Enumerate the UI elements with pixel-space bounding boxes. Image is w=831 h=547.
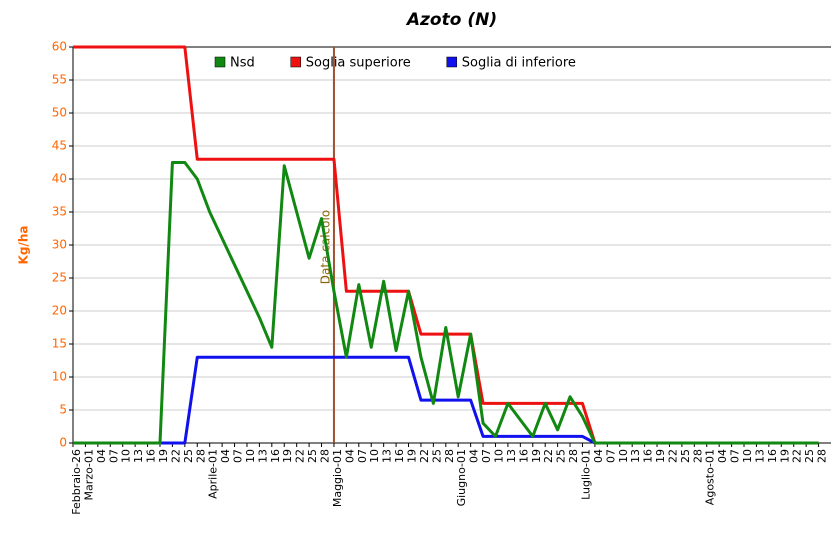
x-tick-label: 04 [592, 449, 605, 463]
x-tick-label: 16 [642, 449, 655, 463]
x-tick-label: Agosto-01 [704, 449, 717, 505]
y-axis-label: Kg/ha [17, 226, 31, 265]
legend-swatch [446, 56, 458, 68]
x-tick-label: 04 [716, 449, 729, 463]
x-tick-label: 22 [169, 449, 182, 463]
x-tick-label: 25 [306, 449, 319, 463]
y-tick-label: 40 [52, 172, 67, 186]
x-tick-label: Luglio-01 [579, 449, 592, 500]
y-tick-label: 25 [52, 271, 67, 285]
x-tick-label: 13 [505, 449, 518, 463]
y-tick-label: 30 [52, 238, 67, 252]
x-tick-label: 19 [406, 449, 419, 463]
x-tick-label: 10 [368, 449, 381, 463]
x-tick-label: 07 [232, 449, 245, 463]
x-tick-label: 19 [654, 449, 667, 463]
x-tick-label: 28 [816, 449, 829, 463]
x-tick-label: 16 [517, 449, 530, 463]
x-tick-label: 13 [753, 449, 766, 463]
x-tick-label: Aprile-01 [207, 449, 220, 499]
x-tick-label: 28 [567, 449, 580, 463]
series-line [73, 161, 819, 445]
x-tick-label: Giugno-01 [455, 449, 468, 506]
x-tick-label: 07 [729, 449, 742, 463]
x-tick-label: 10 [492, 449, 505, 463]
y-tick-label: 20 [52, 304, 67, 318]
series-line [73, 355, 819, 445]
chart-title: Azoto (N) [405, 10, 497, 30]
x-tick-label: 13 [629, 449, 642, 463]
y-tick-label: 35 [52, 205, 67, 219]
y-tick-label: 45 [52, 139, 67, 153]
x-tick-label: 28 [691, 449, 704, 463]
x-tick-label: 28 [194, 449, 207, 463]
y-tick-label: 15 [52, 337, 67, 351]
x-tick-label: 16 [766, 449, 779, 463]
x-tick-label: 13 [132, 449, 145, 463]
x-tick-label: Maggio-01 [331, 449, 344, 507]
x-tick-label: 10 [244, 449, 257, 463]
x-tick-label: 19 [778, 449, 791, 463]
x-tick-label: 22 [418, 449, 431, 463]
x-tick-label: 16 [145, 449, 158, 463]
x-tick-label: 16 [393, 449, 406, 463]
x-tick-label: 19 [281, 449, 294, 463]
x-tick-label: 22 [666, 449, 679, 463]
x-tick-label: 25 [555, 449, 568, 463]
legend-swatch [290, 56, 301, 68]
y-tick-label: 55 [52, 73, 67, 87]
x-tick-label: 10 [617, 449, 630, 463]
y-tick-label: 0 [59, 436, 67, 450]
x-tick-label: 13 [381, 449, 394, 463]
legend-label: Nsd [230, 56, 255, 71]
x-tick-label: 07 [107, 449, 120, 463]
x-tick-label: 10 [120, 449, 133, 463]
x-tick-label: Febbraio-26 [70, 449, 83, 515]
x-tick-label: 19 [530, 449, 543, 463]
x-tick-label: Marzo-01 [82, 449, 95, 500]
y-tick-label: 10 [52, 370, 67, 384]
x-tick-label: 04 [343, 449, 356, 463]
x-tick-label: 22 [294, 449, 307, 463]
legend-swatch [214, 56, 226, 68]
x-tick-label: 07 [604, 449, 617, 463]
legend-label: Soglia di inferiore [462, 56, 576, 71]
x-tick-label: 28 [319, 449, 332, 463]
x-tick-label: 25 [430, 449, 443, 463]
x-tick-label: 07 [480, 449, 493, 463]
x-tick-label: 07 [356, 449, 369, 463]
x-tick-label: 22 [791, 449, 804, 463]
x-tick-label: 04 [219, 449, 232, 463]
y-tick-label: 60 [52, 40, 67, 54]
y-tick-label: 5 [59, 403, 67, 417]
x-tick-label: 25 [803, 449, 816, 463]
x-tick-label: 10 [741, 449, 754, 463]
x-tick-label: 25 [679, 449, 692, 463]
x-tick-label: 16 [269, 449, 282, 463]
x-tick-label: 04 [95, 449, 108, 463]
x-tick-label: 28 [443, 449, 456, 463]
x-tick-label: 25 [182, 449, 195, 463]
y-tick-label: 50 [52, 106, 67, 120]
x-tick-label: 19 [157, 449, 170, 463]
x-tick-label: 04 [468, 449, 481, 463]
legend-label: Soglia superiore [306, 56, 411, 71]
x-tick-label: 13 [256, 449, 269, 463]
x-tick-label: 22 [542, 449, 555, 463]
